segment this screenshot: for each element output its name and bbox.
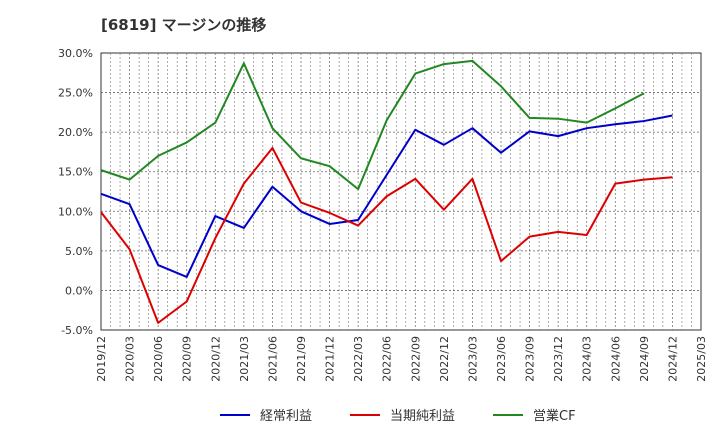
x-tick-label: 2020/06 — [152, 336, 165, 382]
x-tick-label: 2022/12 — [438, 336, 451, 382]
x-tick-label: 2023/06 — [495, 336, 508, 382]
legend-label: 営業CF — [533, 408, 576, 424]
x-tick-label: 2021/06 — [266, 336, 279, 382]
x-tick-label: 2024/03 — [581, 336, 594, 382]
x-tick-label: 2023/09 — [524, 336, 537, 382]
series-line-0 — [100, 114, 673, 278]
x-tick-label: 2024/09 — [638, 336, 651, 382]
legend-label: 当期純利益 — [390, 409, 455, 424]
x-axis-tick-labels: 2019/12 2020/03 2020/06 2020/09 2020/12 2021/… — [95, 336, 708, 382]
x-tick-label: 2019/12 — [95, 336, 108, 382]
x-tick-label: 2021/03 — [238, 336, 251, 382]
x-tick-label: 2023/03 — [466, 336, 479, 382]
x-tick-label: 2025/03 — [695, 336, 708, 382]
x-tick-label: 2024/12 — [666, 336, 679, 382]
y-axis-tick-labels: 30.0% 25.0% 20.0% 15.0% 10.0% 5.0% 0.0% -5.0% — [58, 47, 93, 337]
plot-area — [100, 52, 702, 331]
x-tick-label: 2022/09 — [409, 336, 422, 382]
series-line-1 — [100, 146, 673, 324]
y-tick-label: 15.0% — [58, 166, 93, 179]
x-tick-label: 2022/06 — [381, 336, 394, 382]
y-tick-label: 5.0% — [65, 245, 93, 258]
legend: 経常利益 当期純利益 営業CF — [220, 408, 576, 424]
series-lines — [100, 59, 673, 324]
y-tick-label: 10.0% — [58, 205, 93, 218]
plot-border — [100, 52, 702, 331]
y-tick-label: 20.0% — [58, 126, 93, 139]
x-tick-label: 2024/06 — [609, 336, 622, 382]
x-tick-label: 2021/09 — [295, 336, 308, 382]
x-tick-label: 2023/12 — [552, 336, 565, 382]
y-tick-label: 30.0% — [58, 47, 93, 60]
y-tick-label: -5.0% — [61, 324, 93, 337]
x-tick-label: 2020/09 — [181, 336, 194, 382]
x-tick-label: 2021/12 — [324, 336, 337, 382]
x-tick-label: 2020/12 — [209, 336, 222, 382]
legend-label: 経常利益 — [260, 409, 312, 424]
y-tick-label: 0.0% — [65, 284, 93, 297]
x-tick-label: 2020/03 — [124, 336, 137, 382]
x-tick-label: 2022/03 — [352, 336, 365, 382]
series-line-2 — [100, 59, 645, 191]
y-tick-label: 25.0% — [58, 87, 93, 100]
chart-title: [6819] マージンの推移 — [101, 16, 266, 34]
